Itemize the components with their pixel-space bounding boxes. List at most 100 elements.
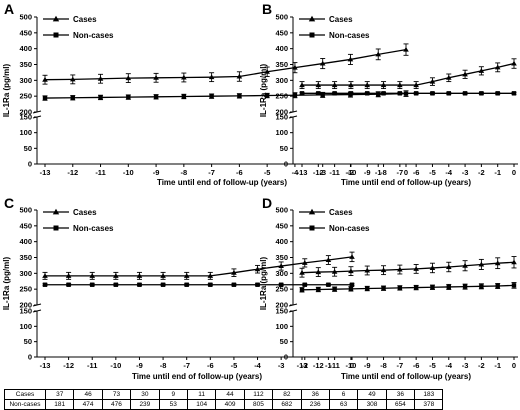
y-tick-label: 0 <box>28 353 32 362</box>
x-tick-label: -10 <box>346 361 357 370</box>
table-cell: 46 <box>73 389 103 400</box>
y-tick-label: 50 <box>24 337 32 346</box>
table-cell: 112 <box>243 389 274 400</box>
data-point-square <box>208 282 213 287</box>
data-point-triangle <box>89 273 96 278</box>
x-tick-label: -1 <box>494 361 501 370</box>
y-tick-label: 300 <box>275 269 288 278</box>
triangle-marker-icon <box>52 208 60 215</box>
x-tick-label: -11 <box>95 168 105 177</box>
x-tick-label: -12 <box>63 361 74 370</box>
data-point-triangle <box>462 262 468 268</box>
data-point-triangle <box>160 273 166 278</box>
x-tick-label: 0 <box>512 361 516 370</box>
data-point-triangle <box>319 60 326 66</box>
square-marker-icon <box>309 225 315 231</box>
data-point-triangle <box>65 273 72 278</box>
x-tick-label: -4 <box>254 361 261 370</box>
data-point-triangle <box>42 273 48 278</box>
data-point-square <box>184 282 189 287</box>
data-point-square <box>70 95 75 100</box>
y-tick-label: 200 <box>275 108 288 117</box>
series-noncases <box>42 90 409 101</box>
x-tick-label: -8 <box>160 361 167 370</box>
x-tick-label: -3 <box>319 168 326 177</box>
data-point-triangle <box>494 64 501 70</box>
table-cell: 239 <box>130 399 160 410</box>
x-tick-label: -1 <box>325 361 332 370</box>
x-tick-label: -7 <box>208 168 215 177</box>
data-point-triangle <box>331 82 338 88</box>
data-point-triangle <box>42 76 48 82</box>
x-tick-label: -7 <box>183 361 190 370</box>
data-point-triangle <box>347 56 354 62</box>
x-axis-title: Time until end of follow-up (years) <box>157 178 287 187</box>
panel-letter: C <box>4 195 14 211</box>
square-marker-icon <box>53 225 59 231</box>
data-point-square <box>479 284 484 289</box>
x-tick-label: -10 <box>346 168 357 177</box>
table-cell: 183 <box>414 389 444 400</box>
data-point-triangle <box>231 269 237 275</box>
x-axis-title: Time until end of follow-up (years) <box>341 372 471 381</box>
triangle-marker-icon <box>308 208 316 215</box>
data-point-square <box>264 93 270 98</box>
x-tick-label: -3 <box>462 168 469 177</box>
data-point-square <box>397 91 403 96</box>
data-point-triangle <box>236 73 243 79</box>
y-axis-title: IL-1Ra (pg/ml) <box>259 257 268 311</box>
y-axis-title: IL-1Ra (pg/ml) <box>2 257 11 311</box>
y-tick-label: 300 <box>19 269 32 278</box>
data-point-square <box>376 92 381 97</box>
data-point-triangle <box>348 82 354 88</box>
data-point-square <box>413 91 419 96</box>
table-cell: 73 <box>101 389 132 400</box>
data-point-square <box>430 91 435 96</box>
data-point-square <box>90 282 95 287</box>
data-point-triangle <box>264 68 270 74</box>
series-cases <box>299 256 517 278</box>
y-tick-label: 100 <box>19 322 32 331</box>
chart-panel-d: D 200 250 300 350 400 450 500 0 50 100 150 -13 -12 -11… <box>259 195 518 381</box>
data-point-square <box>365 286 370 291</box>
data-point-square <box>66 282 71 287</box>
x-tick-label: -3 <box>462 361 469 370</box>
panel-letter: A <box>4 1 14 17</box>
data-point-square <box>255 282 260 287</box>
data-point-square <box>430 285 435 290</box>
data-point-square <box>181 94 187 99</box>
table-cell: 409 <box>215 399 245 410</box>
data-point-triangle <box>69 76 76 82</box>
data-point-square <box>42 282 48 287</box>
data-point-square <box>413 285 419 290</box>
data-point-square <box>126 94 131 100</box>
x-tick-label: -13 <box>297 168 308 177</box>
data-point-square <box>316 91 321 96</box>
y-tick-label: 350 <box>19 253 32 262</box>
data-point-square <box>231 282 237 287</box>
x-tick-label: -1 <box>494 168 501 177</box>
x-tick-label: -13 <box>40 361 51 370</box>
data-point-square <box>348 286 354 292</box>
table-row-label: Non-cases <box>4 399 46 410</box>
y-tick-label: 50 <box>280 144 288 153</box>
y-tick-label: 150 <box>19 307 32 316</box>
data-point-square <box>495 91 500 96</box>
legend-label-noncases: Non-cases <box>73 31 114 40</box>
series-cases <box>299 58 517 90</box>
legend-label-noncases: Non-cases <box>329 224 370 233</box>
data-point-square <box>495 283 500 289</box>
series-line <box>45 256 353 277</box>
data-point-triangle <box>429 78 436 84</box>
table-cell: 82 <box>272 389 302 400</box>
x-tick-label: -11 <box>87 361 97 370</box>
data-point-triangle <box>207 273 214 278</box>
data-point-square <box>332 91 337 96</box>
y-tick-label: 50 <box>280 337 288 346</box>
series-line <box>44 48 407 81</box>
data-point-square <box>381 91 386 96</box>
table-cell: 474 <box>73 399 103 410</box>
x-tick-label: -5 <box>231 361 238 370</box>
table-cell: 805 <box>243 399 274 410</box>
